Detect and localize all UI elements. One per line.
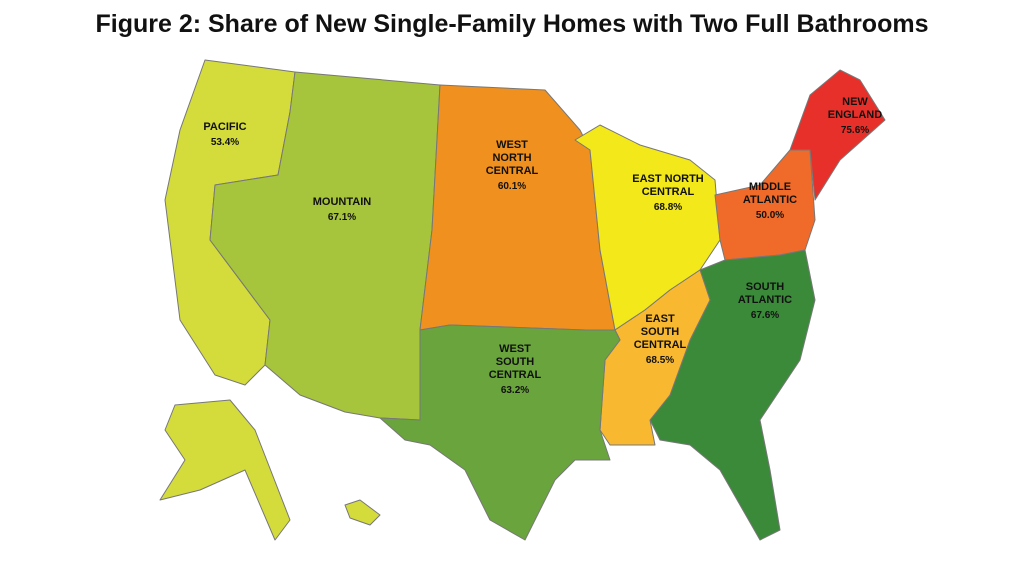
region-value: 75.6%	[841, 125, 869, 136]
region-name: PACIFIC	[203, 121, 246, 133]
region	[789, 69, 886, 201]
region-name: NORTH	[492, 152, 531, 164]
region-value: 53.4%	[211, 137, 239, 148]
region-value: 67.6%	[751, 310, 779, 321]
region-name: CENTRAL	[489, 369, 542, 381]
region-name: WEST	[499, 343, 531, 355]
region-name: MIDDLE	[749, 181, 791, 193]
region-name: NEW	[842, 96, 868, 108]
region-name: ATLANTIC	[743, 194, 797, 206]
region-value: 63.2%	[501, 385, 529, 396]
region	[379, 324, 621, 541]
region-name: MOUNTAIN	[313, 196, 372, 208]
region	[159, 399, 291, 541]
region-name: ATLANTIC	[738, 294, 792, 306]
region-value: 68.8%	[654, 202, 682, 213]
region	[419, 84, 616, 331]
region-name: CENTRAL	[634, 339, 687, 351]
region-value: 50.0%	[756, 210, 784, 221]
region-value: 67.1%	[328, 212, 356, 223]
region-name: SOUTH	[496, 356, 535, 368]
region-name: EAST NORTH	[632, 173, 704, 185]
region-value: 68.5%	[646, 355, 674, 366]
region-name: SOUTH	[746, 281, 785, 293]
region-name: EAST	[645, 313, 675, 325]
region-name: WEST	[496, 139, 528, 151]
region-name: SOUTH	[641, 326, 680, 338]
region-value: 60.1%	[498, 181, 526, 192]
region-name: ENGLAND	[828, 109, 882, 121]
region-name: CENTRAL	[486, 165, 539, 177]
map-title: Figure 2: Share of New Single-Family Hom…	[95, 10, 929, 38]
region	[344, 499, 381, 526]
region-name: CENTRAL	[642, 186, 695, 198]
